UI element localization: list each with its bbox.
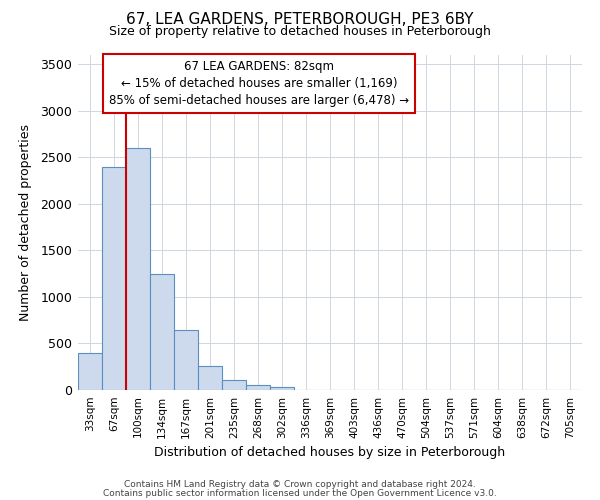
Text: 67 LEA GARDENS: 82sqm
← 15% of detached houses are smaller (1,169)
85% of semi-d: 67 LEA GARDENS: 82sqm ← 15% of detached … (109, 60, 410, 107)
Bar (78, 353, 102, 390)
Bar (246, 385, 270, 390)
Y-axis label: Number of detached properties: Number of detached properties (19, 124, 32, 321)
Bar (102, 166, 126, 390)
Text: Contains public sector information licensed under the Open Government Licence v3: Contains public sector information licen… (103, 488, 497, 498)
Bar (270, 387, 294, 390)
Bar (174, 330, 198, 390)
Bar (222, 380, 246, 390)
Bar (198, 366, 222, 390)
Text: 67, LEA GARDENS, PETERBOROUGH, PE3 6BY: 67, LEA GARDENS, PETERBOROUGH, PE3 6BY (126, 12, 474, 28)
Bar (126, 148, 150, 390)
Text: Size of property relative to detached houses in Peterborough: Size of property relative to detached ho… (109, 25, 491, 38)
X-axis label: Distribution of detached houses by size in Peterborough: Distribution of detached houses by size … (154, 446, 506, 459)
Bar (150, 274, 174, 390)
Text: Contains HM Land Registry data © Crown copyright and database right 2024.: Contains HM Land Registry data © Crown c… (124, 480, 476, 489)
